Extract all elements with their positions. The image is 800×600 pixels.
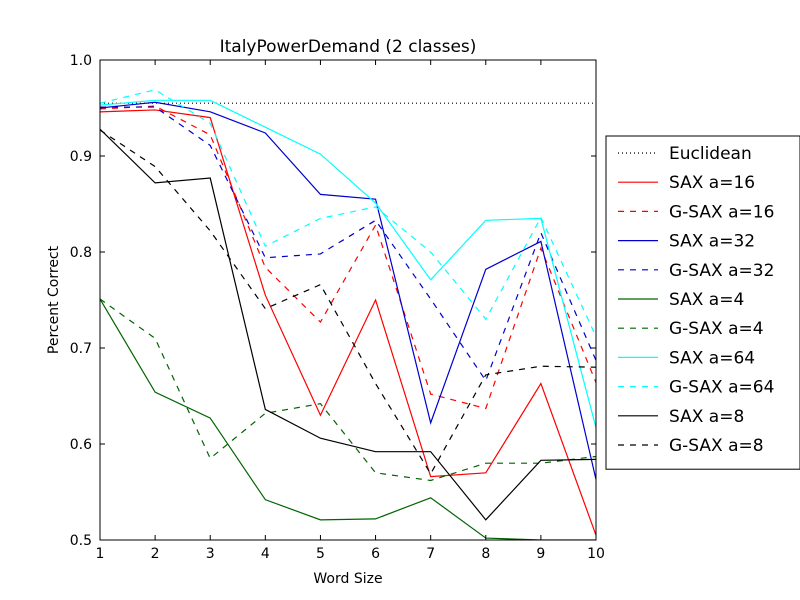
- series-line-sax-a-4: [100, 298, 596, 540]
- legend-entry: G-SAX a=16: [669, 202, 774, 222]
- series-line-g-sax-a-8: [100, 129, 596, 475]
- x-tick-label: 6: [371, 546, 380, 562]
- legend-entry: SAX a=8: [669, 407, 744, 427]
- x-axis-label: Word Size: [313, 571, 382, 587]
- series-line-g-sax-a-16: [100, 105, 596, 410]
- legend-entry: SAX a=16: [669, 173, 755, 193]
- y-tick-label: 1.0: [70, 53, 92, 69]
- y-axis-label: Percent Correct: [46, 245, 62, 354]
- legend-entry: G-SAX a=32: [669, 261, 774, 281]
- y-tick-label: 0.7: [70, 341, 92, 357]
- legend-entry: G-SAX a=4: [669, 319, 764, 339]
- x-tick-label: 5: [316, 546, 325, 562]
- legend-entry: SAX a=64: [669, 348, 755, 368]
- legend: Euclidean SAX a=16 G-SAX a=16 SAX a=32 G-SAX…: [605, 135, 800, 470]
- plot-frame: [99, 59, 597, 541]
- legend-box: [605, 135, 800, 470]
- y-tick-label: 0.8: [70, 245, 92, 261]
- x-tick-label: 7: [426, 546, 435, 562]
- series-line-g-sax-a-64: [100, 89, 596, 337]
- legend-entry: G-SAX a=64: [669, 378, 774, 398]
- x-tick-label: 2: [151, 546, 160, 562]
- series-line-g-sax-a-32: [100, 106, 596, 382]
- x-tick-label: 1: [96, 546, 105, 562]
- y-tick-label: 0.9: [70, 149, 92, 165]
- y-tick-label: 0.5: [70, 533, 92, 549]
- chart-title: ItalyPowerDemand (2 classes): [220, 37, 477, 57]
- legend-entry: SAX a=4: [669, 290, 744, 310]
- plot-area: 1 2 3 4 5 6 7 8 9 10 0.5 0.6 0.7 0.8 0.9 1.0: [70, 53, 605, 562]
- x-tick-label: 4: [261, 546, 270, 562]
- x-tick-label: 8: [481, 546, 490, 562]
- legend-entry: G-SAX a=8: [669, 436, 764, 456]
- legend-entry: Euclidean: [669, 144, 752, 164]
- series-line-sax-a-64: [100, 99, 596, 428]
- legend-entry: SAX a=32: [669, 232, 755, 252]
- series-lines: [100, 89, 596, 540]
- series-line-g-sax-a-4: [100, 298, 596, 482]
- x-tick-label: 3: [206, 546, 215, 562]
- series-line-sax-a-32: [100, 101, 596, 480]
- x-tick-label: 9: [536, 546, 545, 562]
- x-tick-label: 10: [587, 546, 605, 562]
- series-line-sax-a-8: [100, 128, 596, 521]
- series-line-sax-a-16: [100, 109, 596, 536]
- y-tick-label: 0.6: [70, 437, 92, 453]
